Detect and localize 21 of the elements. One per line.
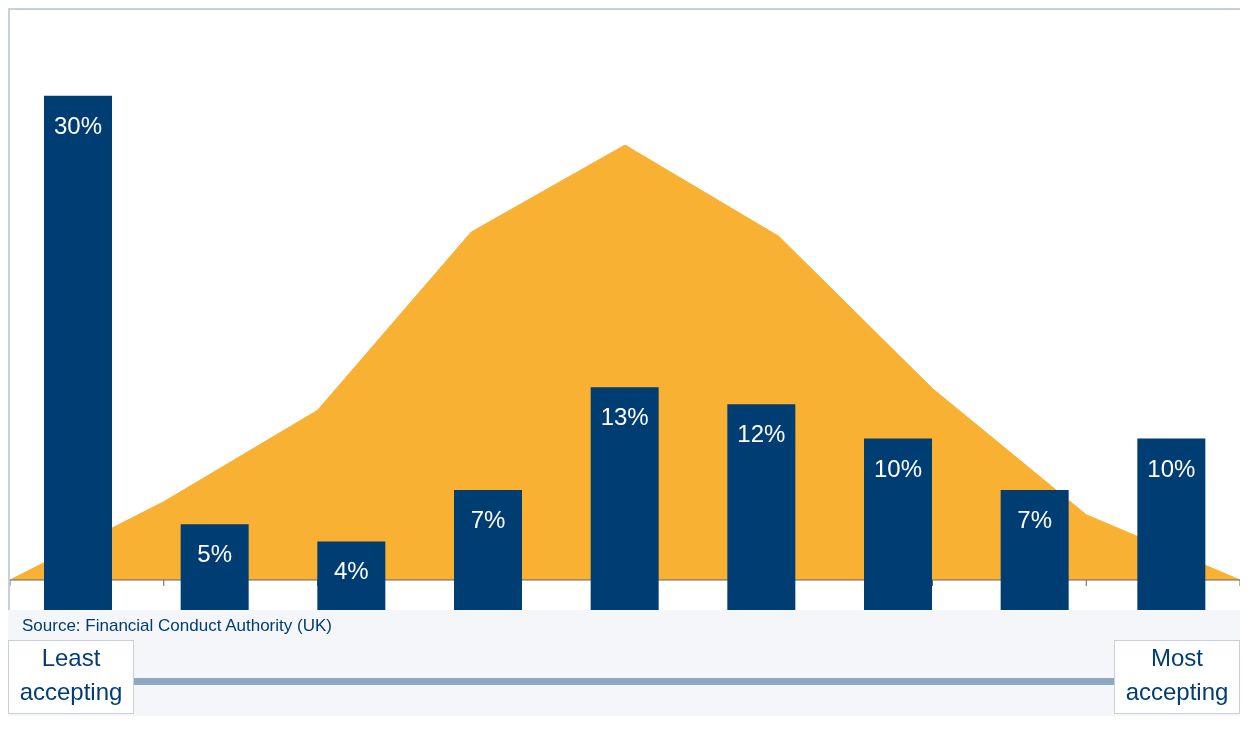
text: Least accepting (8, 640, 134, 714)
data-label: 10% (1147, 454, 1196, 482)
bar (454, 490, 522, 610)
data-label: 7% (1017, 506, 1053, 533)
text: Most accepting (1114, 640, 1240, 714)
source-note: Source: Financial Conduct Authority (UK) (21, 615, 333, 636)
data-label: 4% (333, 557, 369, 585)
bar (180, 524, 249, 610)
data-label: 12% (737, 420, 786, 448)
bar (590, 387, 659, 610)
bar (1000, 490, 1069, 610)
bar (864, 438, 932, 610)
data-label: 5% (197, 540, 233, 568)
bar (1137, 438, 1206, 610)
data-label: 30% (53, 111, 103, 139)
data-label: 13% (600, 403, 649, 431)
bar (727, 404, 796, 610)
bar (317, 541, 386, 610)
data-label: 10% (873, 454, 923, 482)
data-label: 7% (470, 506, 506, 533)
bar (44, 95, 112, 610)
